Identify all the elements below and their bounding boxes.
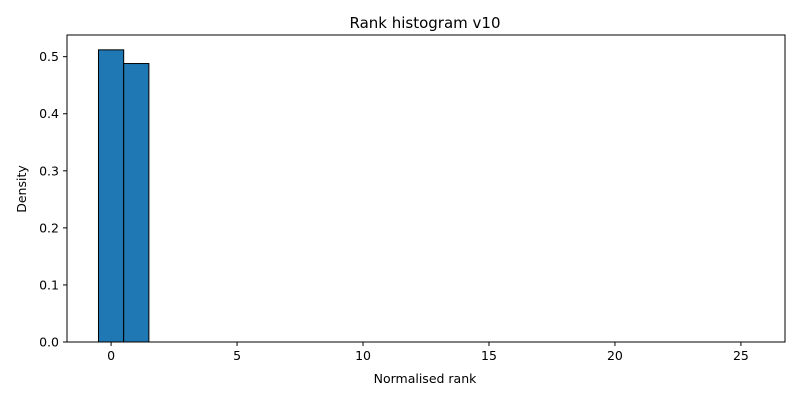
- bars-group: [97, 49, 150, 343]
- y-axis-ticks: 0.0 0.1 0.2 0.3 0.4 0.5: [39, 49, 67, 350]
- x-tick-label: 20: [607, 348, 623, 363]
- x-tick-label: 10: [355, 348, 371, 363]
- x-tick-label: 0: [107, 348, 115, 363]
- x-tick-label: 15: [481, 348, 497, 363]
- y-tick-label: 0.1: [39, 277, 59, 292]
- x-axis-label: Normalised rank: [374, 371, 478, 386]
- y-tick-label: 0.0: [39, 335, 59, 350]
- histogram-bar-0: [97, 49, 125, 343]
- y-tick-label: 0.2: [39, 220, 59, 235]
- x-tick-label: 5: [233, 348, 241, 363]
- x-tick-label: 25: [733, 348, 749, 363]
- x-axis-ticks: 0 5 10 15 20 25: [107, 342, 749, 363]
- chart-title: Rank histogram v10: [349, 14, 500, 32]
- plot-frame: [66, 34, 786, 343]
- y-axis-label: Density: [14, 165, 29, 213]
- histogram-bar-1: [123, 63, 150, 343]
- y-tick-label: 0.3: [39, 163, 59, 178]
- y-tick-label: 0.5: [39, 49, 59, 64]
- y-tick-label: 0.4: [39, 106, 59, 121]
